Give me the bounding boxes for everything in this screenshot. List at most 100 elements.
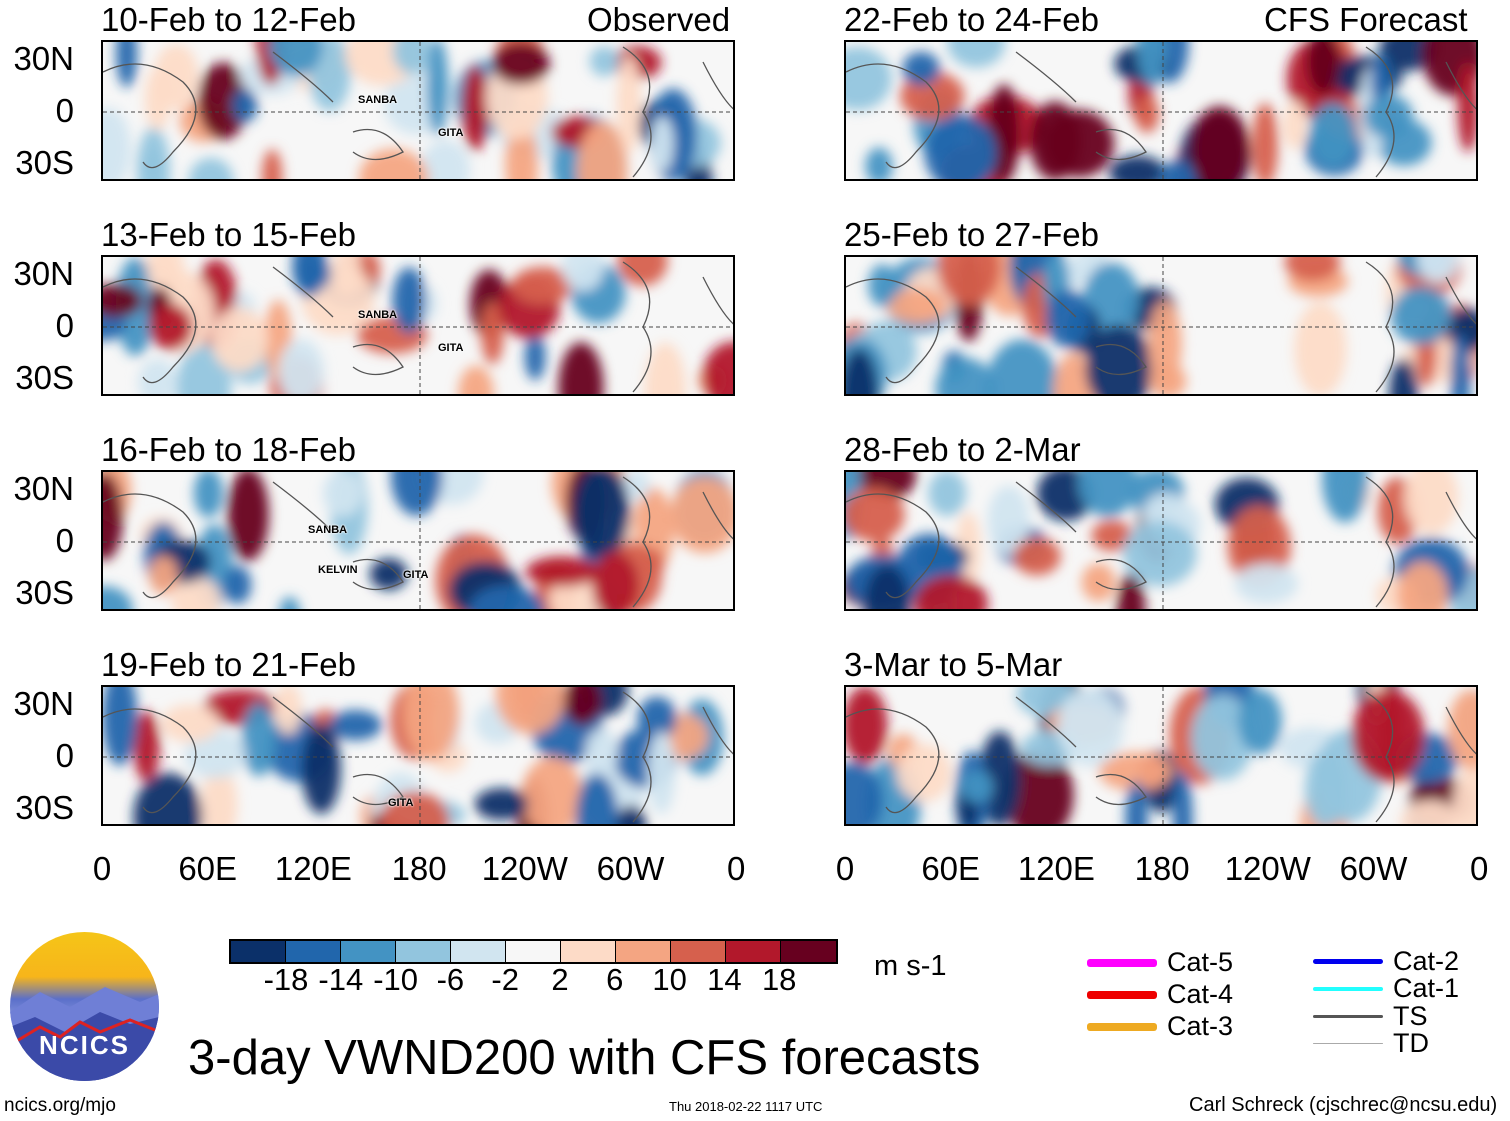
colorbar-swatch (396, 941, 451, 962)
legend-label: Cat-5 (1167, 947, 1234, 977)
legend-item: Cat-5 (1087, 947, 1233, 978)
lon-label: 60E (178, 850, 238, 887)
wind-anomaly-map (844, 40, 1478, 181)
colorbar-units: m s-1 (874, 950, 947, 982)
wind-anomaly-map (844, 685, 1478, 826)
panel-title: 28-Feb to 2-Mar (844, 431, 1081, 468)
lat-label: 0 (55, 307, 74, 344)
legend-label: Cat-1 (1393, 973, 1460, 1003)
lat-label: 30S (15, 144, 74, 181)
legend-label: Cat-4 (1167, 979, 1234, 1009)
credit: Carl Schreck (cjschrec@ncsu.edu) (1189, 1094, 1498, 1116)
observed-header: Observed (587, 1, 731, 38)
legend-item: Cat-2 (1313, 946, 1459, 977)
panel-title: 25-Feb to 27-Feb (844, 216, 1099, 253)
lat-label: 0 (55, 92, 74, 129)
lat-label: 30S (15, 359, 74, 396)
legend-swatch (1087, 958, 1157, 967)
legend-item: TD (1313, 1028, 1429, 1059)
legend-swatch (1087, 990, 1157, 999)
wind-anomaly-map: GITA (101, 685, 735, 826)
lon-label: 0 (835, 850, 855, 887)
legend-item: Cat-3 (1087, 1011, 1233, 1042)
logo-text: NCICS (39, 1030, 130, 1060)
panel-title: 3-Mar to 5-Mar (844, 646, 1063, 683)
legend-swatch (1313, 986, 1383, 991)
lon-label: 60W (596, 850, 665, 887)
lat-label: 0 (55, 522, 74, 559)
colorbar-tick: 18 (761, 962, 797, 997)
colorbar-swatch (451, 941, 506, 962)
panel-title: 10-Feb to 12-Feb (101, 1, 356, 38)
wind-anomaly-map (844, 255, 1478, 396)
legend-swatch (1313, 1015, 1383, 1018)
lon-label: 0 (1470, 850, 1489, 887)
colorbar-tick: -14 (318, 962, 364, 997)
storm-label: KELVIN (318, 564, 358, 576)
legend-label: TS (1393, 1001, 1428, 1031)
panel-title: 22-Feb to 24-Feb (844, 1, 1099, 38)
lon-label: 120E (1017, 850, 1095, 887)
colorbar-tick: -10 (373, 962, 418, 997)
legend-item: Cat-1 (1313, 973, 1459, 1004)
legend-label: Cat-3 (1167, 1011, 1234, 1041)
lat-label: 30N (13, 470, 74, 507)
lon-label: 0 (727, 850, 746, 887)
wind-anomaly-map (844, 470, 1478, 611)
storm-label: GITA (438, 127, 464, 139)
lon-label: 60W (1339, 850, 1408, 887)
colorbar (229, 939, 838, 964)
colorbar-tick: -18 (263, 962, 309, 997)
lon-label: 0 (92, 850, 112, 887)
storm-label: GITA (388, 797, 414, 809)
storm-label: SANBA (308, 524, 348, 536)
lat-label: 30N (13, 40, 74, 77)
site-link[interactable]: ncics.org/mjo (4, 1095, 116, 1116)
legend-label: TD (1393, 1028, 1429, 1058)
colorbar-tick: 2 (551, 962, 569, 997)
legend-swatch (1313, 1042, 1383, 1045)
figure-title: 3-day VWND200 with CFS forecasts (188, 1031, 981, 1085)
lon-label: 180 (391, 850, 447, 887)
lon-label: 180 (1134, 850, 1190, 887)
colorbar-tick: 6 (606, 962, 624, 997)
legend-swatch (1087, 1022, 1157, 1031)
legend-item: TS (1313, 1001, 1428, 1032)
colorbar-swatch (286, 941, 341, 962)
lon-label: 120W (481, 850, 568, 887)
legend-item: Cat-4 (1087, 979, 1233, 1010)
ncics-logo: NCICS (10, 932, 159, 1081)
colorbar-swatch (561, 941, 616, 962)
forecast-header: CFS Forecast (1264, 1, 1468, 38)
wind-anomaly-map: SANBA GITA (101, 40, 735, 181)
storm-label: GITA (438, 342, 464, 354)
legend-label: Cat-2 (1393, 946, 1460, 976)
lat-label: 0 (55, 737, 74, 774)
legend-swatch (1313, 959, 1383, 964)
colorbar-tick: 14 (707, 962, 742, 997)
colorbar-swatch (616, 941, 671, 962)
colorbar-swatch (506, 941, 561, 962)
colorbar-swatch (231, 941, 286, 962)
panel-title: 16-Feb to 18-Feb (101, 431, 356, 468)
lat-label: 30N (13, 255, 74, 292)
lat-label: 30S (15, 789, 74, 826)
lon-label: 120W (1224, 850, 1311, 887)
colorbar-swatch (341, 941, 396, 962)
colorbar-tick: -2 (491, 962, 519, 997)
lon-label: 120E (274, 850, 352, 887)
colorbar-swatch (726, 941, 781, 962)
colorbar-swatch (781, 941, 836, 962)
storm-label: GITA (403, 569, 429, 581)
colorbar-tick: -6 (436, 962, 465, 997)
wind-anomaly-map: SANBA KELVIN GITA (101, 470, 735, 611)
wind-anomaly-map: SANBA GITA (101, 255, 735, 396)
panel-title: 13-Feb to 15-Feb (101, 216, 356, 253)
lat-label: 30N (13, 685, 74, 722)
lon-label: 60E (921, 850, 981, 887)
timestamp: Thu 2018-02-22 1117 UTC (669, 1099, 823, 1114)
storm-label: SANBA (358, 94, 398, 106)
panel-title: 19-Feb to 21-Feb (101, 646, 356, 683)
storm-label: SANBA (358, 309, 398, 321)
lat-label: 30S (15, 574, 74, 611)
